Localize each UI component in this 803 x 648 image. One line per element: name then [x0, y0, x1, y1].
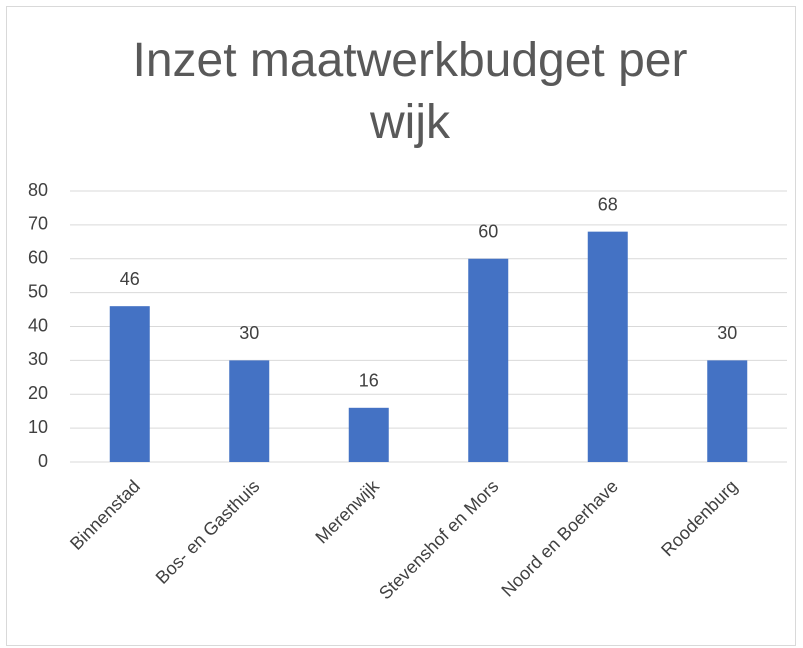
data-label: 46 — [120, 269, 140, 289]
chart-frame — [6, 6, 796, 646]
x-tick-label: Noord en Boerhave — [497, 476, 622, 601]
y-tick-label: 80 — [28, 180, 48, 200]
x-tick-label: Merenwijk — [311, 475, 383, 547]
y-tick-label: 60 — [28, 248, 48, 268]
data-label: 30 — [239, 323, 259, 343]
bar — [348, 407, 389, 462]
y-tick-label: 40 — [28, 315, 48, 335]
y-tick-label: 20 — [28, 383, 48, 403]
chart-title: Inzet maatwerkbudget per wijk — [132, 34, 688, 149]
data-label: 60 — [478, 222, 498, 242]
bar — [468, 258, 509, 462]
bar — [229, 360, 270, 462]
bar — [707, 360, 748, 462]
y-tick-label: 70 — [28, 214, 48, 234]
bar — [109, 306, 150, 462]
y-tick-label: 0 — [38, 451, 48, 471]
data-label: 16 — [359, 371, 379, 391]
x-tick-label: Stevenshof en Mors — [375, 476, 502, 603]
y-tick-label: 10 — [28, 417, 48, 437]
data-label: 68 — [598, 194, 618, 214]
y-tick-label: 30 — [28, 349, 48, 369]
bar — [587, 231, 628, 462]
y-tick-label: 50 — [28, 281, 48, 301]
data-label: 30 — [717, 323, 737, 343]
x-tick-label: Binnenstad — [66, 476, 144, 554]
x-tick-label: Roodenburg — [657, 476, 741, 560]
x-tick-label: Bos- en Gasthuis — [152, 476, 264, 588]
